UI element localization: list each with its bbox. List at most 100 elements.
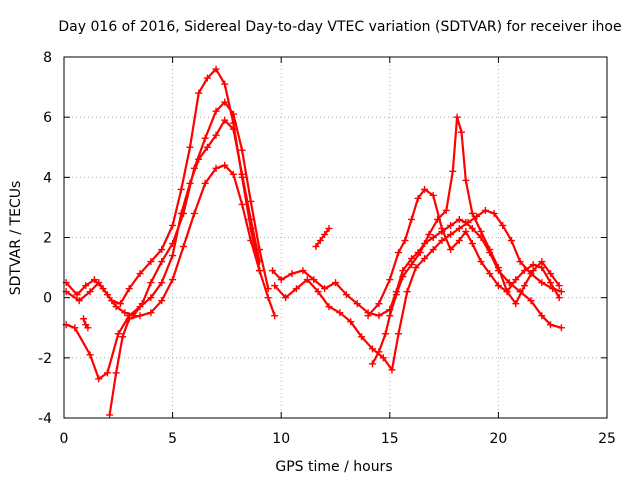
data-point	[462, 227, 470, 235]
series-track-9	[312, 224, 333, 251]
data-point	[425, 230, 433, 238]
series-line	[65, 100, 270, 317]
x-tick-label: 15	[381, 431, 399, 447]
data-point	[529, 261, 537, 269]
data-point	[136, 312, 144, 320]
data-point	[388, 366, 396, 374]
data-point	[538, 258, 546, 266]
y-tick-label: -4	[38, 411, 52, 427]
data-point	[447, 221, 455, 229]
data-point	[190, 209, 198, 217]
data-point	[238, 146, 246, 154]
data-point	[86, 351, 94, 359]
series-track-3	[62, 116, 263, 383]
data-point	[547, 279, 555, 287]
data-point	[412, 264, 420, 272]
data-point	[314, 288, 322, 296]
data-point	[394, 249, 402, 257]
data-point	[527, 297, 535, 305]
data-point	[277, 276, 285, 284]
series-track-10	[80, 315, 92, 332]
data-point	[347, 318, 355, 326]
data-point	[238, 200, 246, 208]
data-point	[481, 206, 489, 214]
data-point	[169, 276, 177, 284]
data-point	[538, 279, 546, 287]
data-point	[455, 215, 463, 223]
data-point	[136, 270, 144, 278]
data-point	[538, 264, 546, 272]
data-point	[468, 224, 476, 232]
data-point	[271, 312, 279, 320]
data-point	[408, 255, 416, 263]
series-line	[65, 67, 276, 317]
data-point	[80, 315, 88, 323]
y-tick-label: 8	[43, 50, 52, 66]
data-point	[408, 261, 416, 269]
data-point	[299, 267, 307, 275]
data-point	[499, 221, 507, 229]
data-point	[353, 300, 361, 308]
data-point	[247, 197, 255, 205]
data-point	[212, 164, 220, 172]
data-point	[486, 270, 494, 278]
y-axis-label: SDTVAR / TECUs	[8, 181, 24, 296]
x-tick-label: 5	[168, 431, 177, 447]
data-point	[158, 246, 166, 254]
data-point	[332, 279, 339, 287]
data-layer	[62, 65, 565, 419]
data-point	[547, 270, 555, 278]
data-point	[95, 279, 103, 287]
data-point	[229, 170, 237, 178]
y-tick-label: 0	[43, 291, 52, 307]
data-point	[195, 155, 203, 163]
y-tick-label: 4	[43, 170, 52, 186]
data-point	[177, 209, 185, 217]
data-point	[114, 330, 122, 338]
data-point	[195, 89, 203, 97]
data-point	[229, 110, 237, 118]
data-point	[494, 264, 502, 272]
data-point	[247, 215, 255, 223]
data-point	[325, 224, 333, 232]
data-point	[82, 282, 90, 290]
data-point	[516, 258, 524, 266]
data-point	[158, 279, 166, 287]
data-point	[399, 267, 407, 275]
data-point	[303, 276, 311, 284]
x-tick-label: 25	[598, 431, 616, 447]
data-point	[557, 324, 565, 332]
data-point	[75, 297, 83, 305]
data-point	[477, 227, 485, 235]
data-point	[547, 321, 555, 329]
data-point	[358, 333, 366, 341]
series-track-6	[271, 206, 565, 374]
data-point	[447, 230, 455, 238]
data-point	[449, 167, 457, 175]
data-point	[557, 288, 565, 296]
data-point	[179, 243, 187, 251]
data-point	[375, 300, 383, 308]
data-point	[416, 249, 424, 257]
data-point	[201, 179, 209, 187]
data-point	[147, 258, 155, 266]
data-point	[455, 237, 463, 245]
series-line	[367, 188, 561, 317]
data-point	[212, 107, 220, 115]
data-point	[321, 230, 329, 238]
data-point	[264, 285, 272, 293]
series-line	[271, 218, 563, 329]
data-point	[312, 243, 320, 251]
data-point	[221, 98, 229, 106]
data-point	[288, 270, 296, 278]
series-track-7	[364, 185, 563, 320]
data-point	[447, 246, 455, 254]
data-point	[464, 218, 472, 226]
data-point	[429, 246, 437, 254]
series-track-8	[368, 113, 563, 368]
y-tick-label: 6	[43, 110, 52, 126]
data-point	[203, 74, 211, 82]
data-point	[221, 161, 229, 169]
data-point	[421, 185, 429, 193]
data-point	[112, 369, 120, 377]
